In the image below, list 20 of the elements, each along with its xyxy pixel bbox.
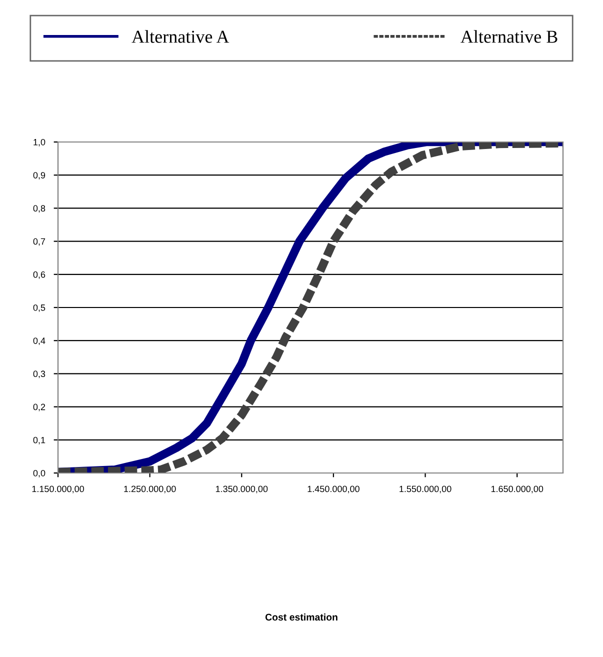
y-tick-label: 0,2	[33, 404, 46, 412]
x-tick-label: 1.150.000,00	[32, 486, 84, 494]
y-tick-label: 0,3	[33, 370, 46, 378]
y-tick-label: 0,4	[33, 338, 46, 346]
legend-label: Alternative A	[132, 30, 230, 43]
x-tick-label: 1.550.000,00	[400, 486, 452, 494]
y-tick-label: 0,7	[33, 238, 46, 246]
legend-label: Alternative B	[460, 30, 558, 43]
x-tick-label: 1.250.000,00	[124, 486, 176, 494]
text: Cost estimation	[265, 613, 338, 621]
y-tick-label: 0,5	[33, 304, 46, 312]
x-tick-label: 1.350.000,00	[216, 486, 268, 494]
x-tick-label: 1.450.000,00	[308, 486, 360, 494]
y-tick-label: 0,9	[33, 172, 46, 180]
y-tick-label: 0,8	[33, 205, 46, 213]
y-tick-label: 0,6	[33, 271, 46, 279]
y-tick-label: 0,1	[33, 436, 46, 444]
y-tick-label: 0,0	[33, 470, 46, 478]
y-tick-label: 1,0	[34, 138, 46, 146]
x-tick-label: 1.650.000,00	[491, 486, 544, 494]
